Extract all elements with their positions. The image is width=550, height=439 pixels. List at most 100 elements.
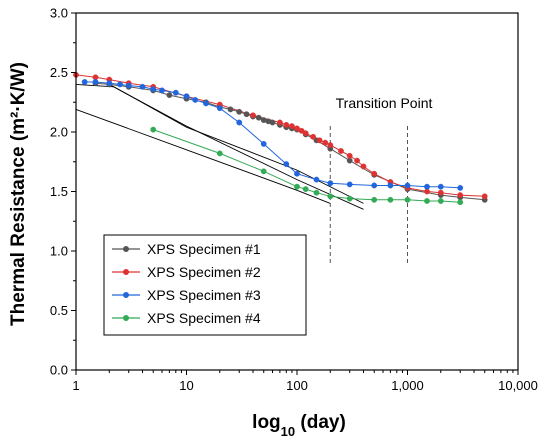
data-point	[216, 150, 223, 157]
data-point	[150, 86, 157, 93]
data-point	[327, 142, 334, 149]
data-point	[166, 92, 173, 99]
data-point	[457, 192, 464, 199]
data-point	[302, 130, 309, 137]
data-point	[216, 105, 223, 112]
data-point	[227, 106, 234, 113]
data-point	[81, 79, 88, 85]
data-point	[310, 133, 316, 140]
x-axis: 1 10 100 1,000 10,000	[72, 370, 538, 393]
y-tick-label: 1.5	[50, 184, 68, 199]
legend: XPS Specimen #1 XPS Specimen #2 XPS Specim…	[103, 234, 307, 336]
data-point	[159, 87, 165, 94]
data-point	[150, 126, 157, 133]
data-point	[203, 100, 209, 107]
y-axis: 0.0 0.5 1.0 1.5 2.0 2.5 3.0	[50, 6, 76, 378]
legend-marker	[123, 315, 129, 321]
data-point	[313, 189, 320, 196]
data-point	[192, 97, 199, 103]
x-tick-label: 10,000	[498, 378, 538, 393]
data-point	[294, 125, 300, 132]
data-point	[437, 189, 444, 196]
y-tick-label: 2.5	[50, 65, 68, 80]
data-point	[294, 183, 300, 190]
legend-label: XPS Specimen #1	[147, 241, 261, 257]
data-point	[236, 108, 243, 115]
data-point	[288, 123, 295, 130]
y-tick-label: 2.0	[50, 125, 68, 140]
data-point	[92, 79, 99, 85]
data-point	[424, 183, 430, 190]
data-point	[338, 148, 344, 154]
x-tick-label: 100	[286, 378, 308, 393]
data-point	[371, 170, 378, 177]
x-axis-title: log10 (day)	[252, 412, 346, 439]
y-tick-label: 3.0	[50, 6, 68, 21]
legend-marker	[123, 246, 129, 252]
data-point	[354, 157, 360, 164]
data-point	[404, 182, 411, 189]
data-point	[346, 181, 353, 188]
legend-marker	[123, 269, 129, 275]
legend-label: XPS Specimen #2	[147, 264, 261, 280]
transition-point-label: Transition Point	[336, 95, 433, 111]
data-point	[457, 184, 464, 191]
data-point	[437, 198, 444, 204]
y-tick-label: 0.0	[50, 363, 68, 378]
data-point	[125, 82, 132, 89]
data-point	[371, 196, 378, 203]
data-point	[346, 152, 353, 159]
data-point	[276, 119, 283, 126]
x-tick-label: 1	[72, 378, 79, 393]
data-point	[437, 183, 444, 190]
data-point	[172, 89, 179, 96]
data-point	[106, 80, 113, 87]
data-point	[250, 112, 256, 119]
data-point	[269, 119, 276, 126]
y-tick-label: 1.0	[50, 244, 68, 259]
data-point	[283, 161, 290, 168]
data-point	[424, 198, 430, 204]
data-point	[236, 119, 243, 126]
data-point	[360, 163, 367, 170]
data-point	[346, 195, 353, 202]
y-tick-label: 0.5	[50, 303, 68, 318]
data-point	[302, 186, 309, 193]
data-point	[327, 180, 334, 187]
legend-label: XPS Specimen #3	[147, 287, 261, 303]
data-point	[404, 196, 411, 203]
data-point	[457, 199, 464, 206]
data-point	[387, 182, 394, 189]
data-point	[327, 193, 334, 200]
data-point	[117, 81, 123, 88]
data-point	[183, 93, 190, 100]
x-tick-label: 1,000	[391, 378, 424, 393]
data-point	[316, 137, 323, 144]
series-line	[75, 74, 485, 197]
data-point	[255, 114, 262, 121]
fit-line	[75, 83, 364, 204]
data-point	[243, 111, 250, 118]
data-points	[73, 72, 488, 206]
data-point	[387, 196, 394, 203]
data-point	[139, 83, 146, 90]
data-point	[294, 170, 300, 177]
y-axis-title: Thermal Resistance (m²·K/W)	[8, 62, 29, 326]
data-point	[371, 182, 378, 189]
series-line	[153, 129, 461, 203]
data-point	[346, 157, 353, 164]
legend-label: XPS Specimen #4	[147, 310, 261, 326]
legend-marker	[123, 292, 129, 298]
fit-line	[75, 108, 331, 204]
data-point	[481, 193, 488, 200]
transition-lines	[329, 126, 408, 263]
data-point	[283, 122, 290, 128]
data-point	[260, 140, 267, 147]
data-point	[313, 176, 320, 183]
data-point	[322, 139, 329, 146]
data-point	[260, 168, 267, 175]
series-lines	[75, 74, 485, 203]
x-tick-label: 10	[179, 378, 193, 393]
data-point	[424, 188, 430, 195]
